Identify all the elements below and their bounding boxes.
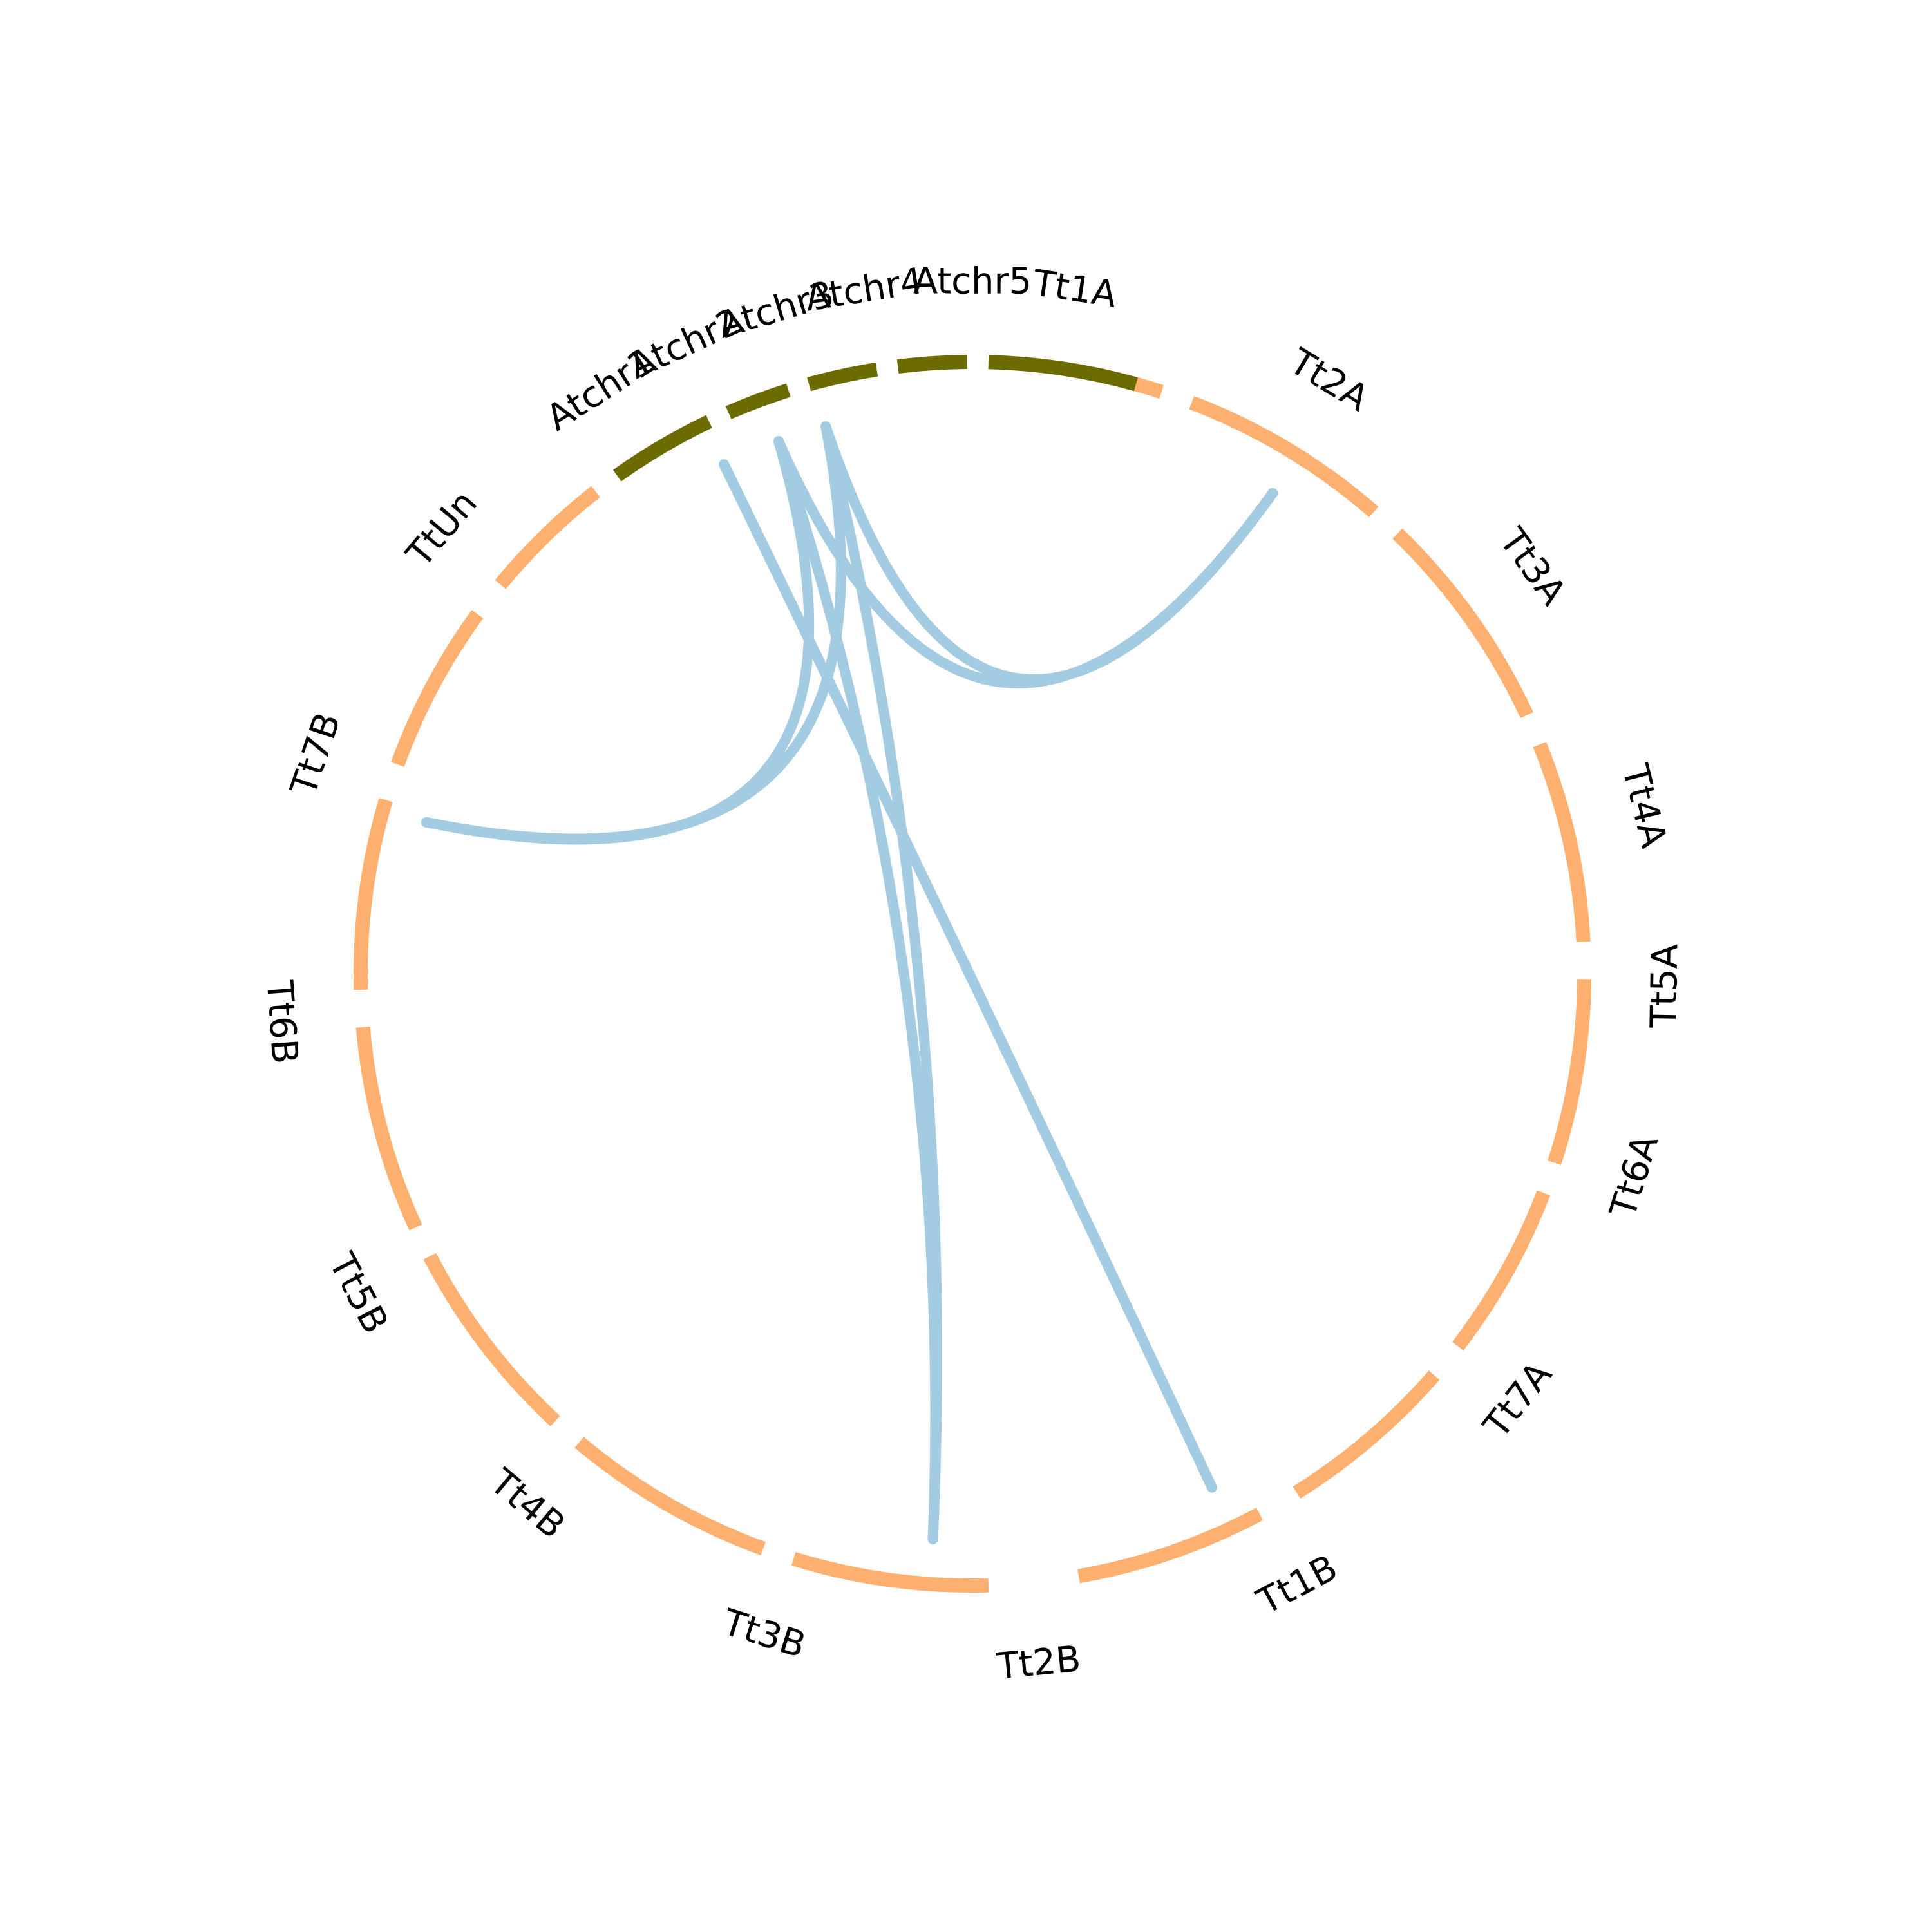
segment-label-tt5b: Tt5B bbox=[320, 1246, 396, 1340]
segment-label-atchr5: Atchr5 bbox=[913, 261, 1032, 303]
segment-label-tt5a: Tt5A bbox=[1643, 943, 1686, 1028]
segment-arc-atchr4 bbox=[896, 355, 967, 374]
segment-label-tt1b: Tt1B bbox=[1250, 1547, 1344, 1624]
link-atchr4-tt6b bbox=[421, 421, 846, 844]
segment-arcs bbox=[353, 355, 1591, 1593]
link-ribbons bbox=[421, 421, 1278, 1544]
link-atchr4-tt2a bbox=[820, 421, 1278, 685]
segment-label-tt4a: Tt4A bbox=[1614, 760, 1675, 852]
segment-arc-atchr2 bbox=[725, 383, 791, 419]
segment-label-tt7a: Tt7A bbox=[1475, 1354, 1560, 1446]
segment-label-tt6a: Tt6A bbox=[1602, 1130, 1667, 1223]
segment-arc-tt7a bbox=[1293, 1370, 1440, 1499]
segment-arc-tt6b bbox=[353, 798, 393, 990]
segment-arc-tt5a bbox=[1548, 979, 1591, 1165]
segment-label-atchr4: Atchr4 bbox=[802, 260, 926, 320]
segment-arc-atchr5 bbox=[988, 355, 1138, 392]
segment-label-tt2b: Tt2B bbox=[994, 1638, 1083, 1688]
segment-arc-tt5b bbox=[355, 1026, 422, 1231]
link-atchr3-tt2b bbox=[773, 436, 941, 1544]
segment-arc-tt3b bbox=[574, 1437, 766, 1556]
segment-label-tt3a: Tt3A bbox=[1491, 520, 1575, 613]
segment-arc-atchr1 bbox=[612, 415, 712, 482]
segment-arc-tt1b bbox=[1077, 1508, 1264, 1584]
segment-label-tt7b: Tt7B bbox=[283, 708, 349, 801]
segment-arc-tt4a bbox=[1533, 741, 1591, 942]
segment-label-tt4b: Tt4B bbox=[481, 1461, 573, 1547]
segment-label-tt2a: Tt2A bbox=[1282, 341, 1376, 420]
segment-arc-tt7b bbox=[390, 610, 484, 767]
segment-label-tt3b: Tt3B bbox=[717, 1601, 811, 1666]
link-atchr2-tt1b bbox=[719, 459, 1217, 1493]
link-atchr3-tt6b bbox=[421, 436, 815, 845]
segment-arc-tt2b bbox=[791, 1551, 989, 1593]
segment-label-tt6b: Tt6B bbox=[258, 978, 306, 1065]
segment-arc-ttun bbox=[495, 486, 600, 589]
segment-label-tt1a: Tt1A bbox=[1030, 262, 1119, 316]
segment-arc-tt2a bbox=[1189, 395, 1379, 518]
segment-arc-atchr3 bbox=[807, 362, 878, 392]
segment-label-ttun: TtUn bbox=[398, 482, 486, 575]
segment-arc-tt3a bbox=[1392, 528, 1533, 719]
segment-arc-tt6a bbox=[1452, 1190, 1551, 1350]
segment-arc-tt4b bbox=[423, 1253, 560, 1426]
